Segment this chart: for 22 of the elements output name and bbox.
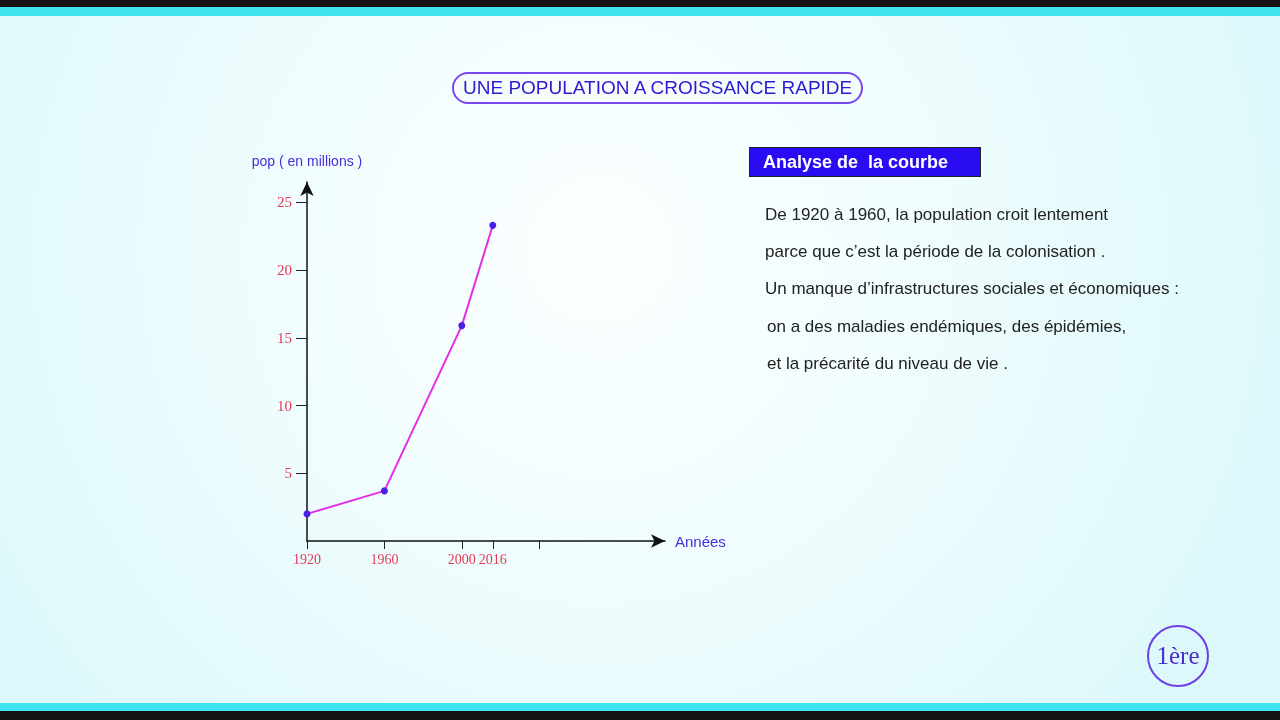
x-tick-label: 1960 (370, 551, 399, 567)
y-tick-label: 10 (277, 397, 292, 414)
x-axis-title: Années (675, 532, 726, 550)
x-tick-label: 1920 (293, 551, 321, 567)
y-tick-label: 5 (284, 465, 292, 482)
text: De 1920 à 1960, la population croit lentement (765, 204, 1109, 226)
y-axis-title: pop ( en millions ) (251, 153, 363, 169)
text: Analyse de la courbe (749, 147, 981, 177)
point (489, 221, 497, 229)
point (458, 322, 466, 330)
text: 1ère (1147, 625, 1209, 687)
text: parce que c’est la période de la colonisation . (765, 241, 1106, 264)
x-tick-label: 2000 (447, 551, 476, 567)
point (380, 487, 388, 495)
text: on a des maladies endémiques, des épidémies, (767, 315, 1127, 338)
y-tick-label: 25 (277, 194, 292, 211)
text: et la précarité du niveau de vie . (767, 352, 1008, 375)
x-tick-label: 2016 (478, 551, 507, 567)
text: Un manque d’infrastructures sociales et économiques : (765, 278, 1179, 301)
y-tick-label: 20 (277, 262, 292, 279)
y-tick-label: 15 (277, 329, 292, 346)
chart-title: UNE POPULATION A CROISSANCE RAPIDE (452, 72, 864, 104)
